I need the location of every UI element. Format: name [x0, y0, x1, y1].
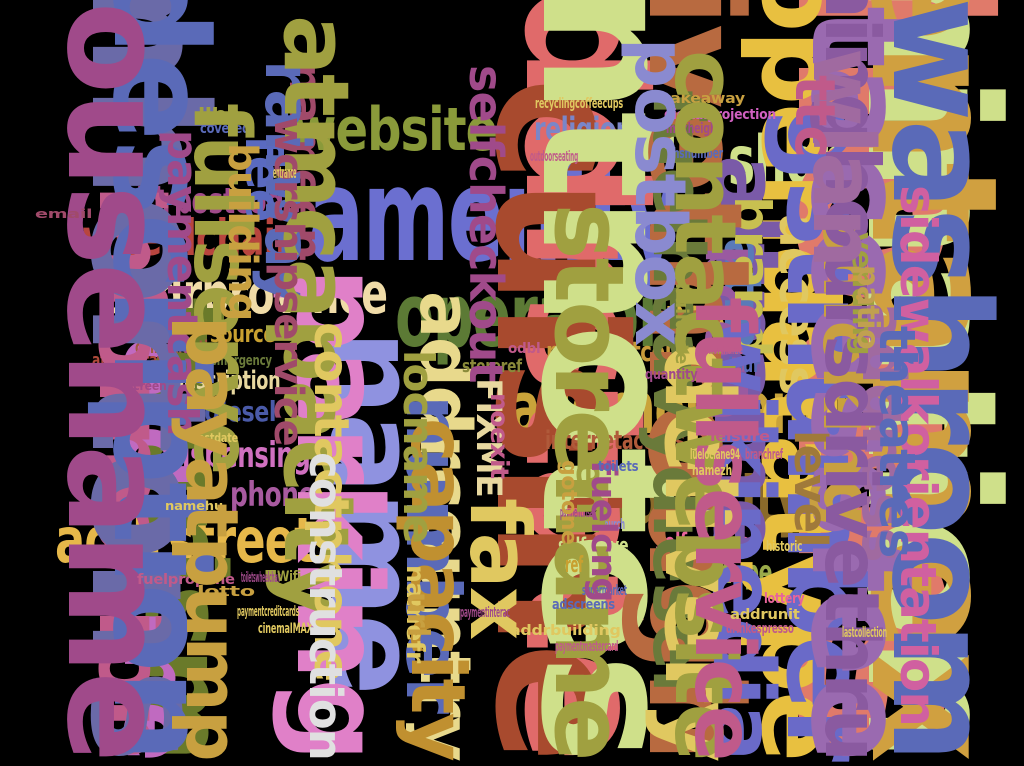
cloud-word: takeaway: [663, 91, 745, 107]
cloud-word: building: [219, 143, 265, 321]
cloud-word: storeref: [462, 356, 522, 377]
cloud-word: paymentmastercard: [555, 639, 619, 655]
cloud-word: fuelpropane: [137, 572, 235, 588]
cloud-word: lastcollection: [842, 625, 887, 641]
cloud-word: addrcity: [600, 462, 806, 539]
cloud-word: toiletswheelchair: [241, 570, 281, 586]
cloud-word: selfservice: [655, 528, 750, 556]
cloud-word: internetaccess: [545, 426, 685, 456]
cloud-word: maxheight: [666, 121, 721, 137]
cloud-word: addrhousenumber: [510, 366, 963, 450]
cloud-word: emergency: [210, 353, 272, 369]
cloud-word: shop: [728, 122, 849, 201]
cloud-word: phone: [230, 475, 315, 515]
cloud-word: locname: [394, 350, 443, 543]
cloud-word: patio: [850, 265, 885, 349]
cloud-word: church: [600, 517, 625, 533]
cloud-word: toilets: [598, 459, 639, 475]
cloud-word: ttc: [783, 75, 847, 157]
cloud-word: paymentcreditcards: [237, 604, 300, 620]
cloud-word: payatpump: [170, 315, 254, 760]
cloud-word: paymentcoins: [546, 335, 697, 368]
cloud-word: estdate: [198, 431, 238, 445]
cloud-word: fuelcng: [583, 460, 623, 602]
cloud-word: hsnumber: [673, 146, 723, 162]
cloud-word: lotto: [197, 584, 255, 600]
cloud-word: collectiontimes: [135, 337, 236, 358]
cloud-word: covered: [200, 121, 251, 137]
cloud-word: source: [210, 320, 276, 348]
cloud-word: addrbuilding: [510, 623, 621, 639]
cloud-word: religion: [534, 110, 632, 148]
cloud-word: addrprovince: [102, 262, 388, 327]
cloud-word: selfcheckout: [459, 65, 513, 383]
cloud-word: Wifi: [277, 569, 302, 585]
cloud-word: type: [722, 553, 773, 591]
cloud-word: email: [35, 207, 93, 221]
cloud-word: theatres: [868, 326, 926, 558]
cloud-word: quantity: [645, 367, 698, 383]
cloud-word: recyclingcoffeecups: [535, 96, 624, 112]
cloud-word: drinkespresso: [726, 621, 794, 637]
cloud-word: colour: [710, 353, 760, 377]
cloud-word: fueldiesel: [158, 395, 277, 428]
cloud-word: noexit: [485, 393, 514, 479]
cloud-word: paymentvisa: [560, 505, 593, 521]
cloud-word: note: [665, 292, 736, 338]
cloud-word: supermarket: [582, 583, 627, 599]
cloud-word: wheelchair: [82, 209, 292, 267]
cloud-word: namezh: [692, 463, 732, 479]
cloud-word: selfserve: [558, 533, 629, 557]
cloud-word: website: [292, 95, 498, 165]
cloud-word: historic: [766, 539, 803, 555]
cloud-word: addrpostcode: [110, 181, 301, 222]
cloud-word: url: [400, 592, 435, 637]
cloud-word: addrstreet: [55, 504, 316, 577]
cloud-word: branchref: [745, 447, 783, 463]
cloud-word: llbo: [198, 106, 241, 122]
cloud-word: adscreens: [552, 597, 615, 613]
cloud-word: construction: [299, 452, 352, 760]
cloud-word: outdoorseating: [530, 149, 579, 165]
cloud-word: paymentinterac: [460, 605, 510, 621]
cloud-word: digitalprojection: [664, 107, 777, 123]
cloud-word: amenity: [308, 139, 680, 291]
cloud-word: operator: [395, 264, 666, 367]
cloud-word: ref: [565, 553, 584, 578]
cloud-word: lueloclane94: [690, 447, 740, 463]
cloud-word: shortname: [705, 342, 743, 358]
cloud-word: buildate: [671, 283, 692, 365]
cloud-word: lottery: [764, 591, 805, 607]
cloud-word: screen: [127, 379, 167, 393]
cloud-word: atmoperator: [92, 350, 177, 371]
cloud-word: addrunit: [730, 607, 800, 623]
cloud-word: namehu: [165, 499, 223, 513]
cloud-word: description: [172, 366, 281, 396]
cloud-word: leisure: [710, 429, 770, 445]
cloud-word: odbl: [508, 341, 541, 357]
cloud-word: dispensing: [165, 435, 311, 476]
cloud-word: entrance: [273, 163, 297, 182]
cloud-word: cinemaIMAX: [258, 621, 313, 637]
